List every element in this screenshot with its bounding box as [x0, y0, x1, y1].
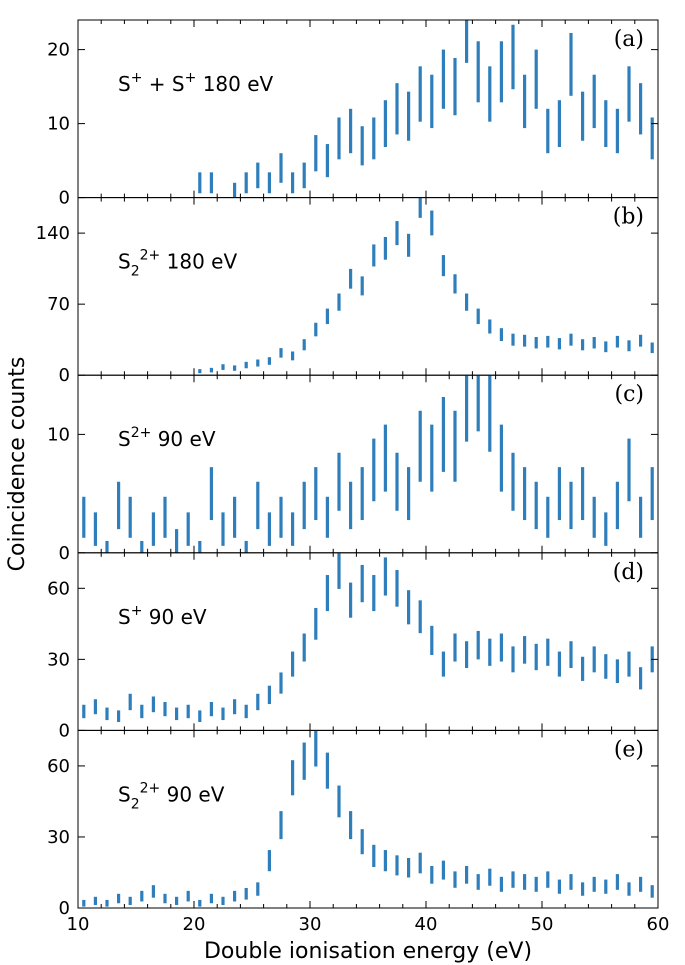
y-tick-label: 0 — [59, 720, 70, 741]
y-tick-label: 30 — [47, 649, 70, 670]
y-tick-label: 20 — [47, 40, 70, 61]
panel-a: 0 10 20 (a) S+ + S+ 180 eV — [47, 20, 658, 209]
panel-letter: (e) — [614, 737, 644, 762]
panel-e: 03060102030405060(e)S22+ 90 eV — [47, 730, 669, 935]
x-tick-label: 20 — [183, 914, 206, 935]
series-label: S+ 90 eV — [118, 603, 207, 629]
y-tick-label: 140 — [36, 223, 70, 244]
panel-frame — [78, 198, 658, 376]
y-tick-label: 30 — [47, 827, 70, 848]
panel-letter: (d) — [613, 560, 644, 585]
panel-c: 0 10 (c) S2+ 90 eV — [47, 375, 658, 564]
x-axis-title: Double ionisation energy (eV) — [204, 939, 532, 964]
y-tick-label: 0 — [59, 543, 70, 564]
x-tick-label: 50 — [531, 914, 554, 935]
y-tick-label: 70 — [47, 294, 70, 315]
panel-letter: (c) — [615, 382, 645, 407]
panel-letter: (a) — [614, 27, 644, 52]
y-tick-label: 10 — [47, 114, 70, 135]
y-tick-label: 10 — [47, 424, 70, 445]
y-axis-title: Coincidence counts — [5, 357, 30, 572]
series-label: S22+ 90 eV — [118, 780, 225, 812]
panel-d: 0 30 60 (d) S+ 90 eV — [47, 553, 658, 742]
y-tick-label: 60 — [47, 578, 70, 599]
y-tick-label: 0 — [59, 188, 70, 209]
series-label: S2+ 90 eV — [118, 425, 216, 451]
x-tick-label: 10 — [67, 914, 90, 935]
series-label: S+ + S+ 180 eV — [118, 70, 274, 96]
series-label: S22+ 180 eV — [118, 248, 237, 280]
x-tick-label: 60 — [647, 914, 670, 935]
y-tick-label: 0 — [59, 365, 70, 386]
panel-b: 0 70 140 (b) S22+ 180 eV — [36, 198, 658, 387]
multi-panel-spectrum: Coincidence counts Double ionisation ener… — [0, 0, 685, 965]
x-tick-label: 40 — [415, 914, 438, 935]
y-tick-label: 60 — [47, 756, 70, 777]
panel-letter: (b) — [613, 205, 644, 230]
x-tick-label: 30 — [299, 914, 322, 935]
